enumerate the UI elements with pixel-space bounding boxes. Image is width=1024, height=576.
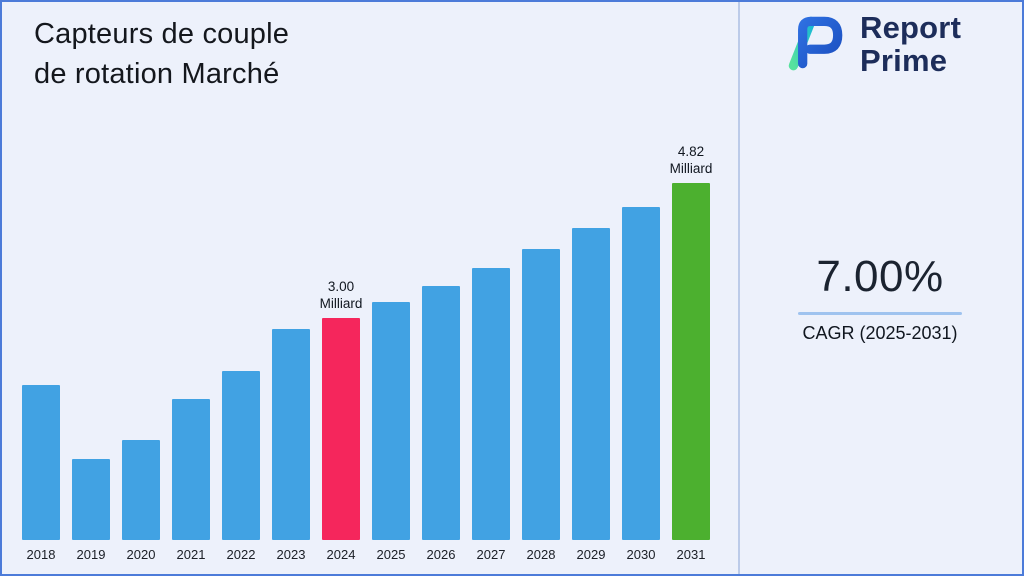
page-title-line2: de rotation Marché (34, 58, 280, 91)
x-axis-label-2027: 2027 (476, 547, 506, 562)
x-axis-label-2019: 2019 (76, 547, 106, 562)
x-axis-label-2023: 2023 (276, 547, 306, 562)
brand-name-line1: Report (860, 10, 962, 46)
bar-2031 (672, 183, 710, 540)
bar-2030 (622, 207, 660, 540)
bar-2025 (372, 302, 410, 540)
bar-column-2019: 2019 (69, 459, 113, 562)
bar-column-2026: 2026 (419, 286, 463, 562)
cagr-value: 7.00% (816, 252, 944, 301)
vertical-divider (738, 2, 740, 574)
bar-value-label-2024: 3.00 Milliard (319, 279, 363, 312)
brand-name: Report Prime (860, 10, 962, 78)
bar-2019 (72, 459, 110, 540)
page-title: Capteurs de couple de rotation Marché (34, 14, 289, 94)
bar-2027 (472, 268, 510, 540)
bar-2024 (322, 318, 360, 540)
bar-2028 (522, 249, 560, 540)
bar-column-2021: 2021 (169, 399, 213, 562)
bar-2018 (22, 385, 60, 540)
x-axis-label-2028: 2028 (526, 547, 556, 562)
bar-2020 (122, 440, 160, 540)
bar-2021 (172, 399, 210, 540)
bar-2029 (572, 228, 610, 540)
page-title-line1: Capteurs de couple (34, 18, 290, 50)
x-axis-label-2024: 2024 (326, 547, 356, 562)
x-axis-label-2022: 2022 (226, 547, 256, 562)
cagr-panel: 7.00% CAGR (2025-2031) (740, 252, 1020, 344)
bar-column-2027: 2027 (469, 268, 513, 562)
x-axis-label-2031: 2031 (676, 547, 706, 562)
bar-column-2022: 2022 (219, 371, 263, 562)
bar-column-2028: 2028 (519, 249, 563, 562)
bar-column-2029: 2029 (569, 228, 613, 562)
bar-column-2030: 2030 (619, 207, 663, 562)
cagr-underline (798, 312, 962, 315)
x-axis-label-2026: 2026 (426, 547, 456, 562)
report-prime-logo-icon (780, 12, 848, 77)
cagr-label: CAGR (2025-2031) (802, 323, 958, 343)
x-axis-label-2029: 2029 (576, 547, 606, 562)
bar-column-2018: 2018 (19, 385, 63, 562)
brand-name-line2: Prime (860, 42, 948, 78)
x-axis-label-2020: 2020 (126, 547, 156, 562)
bar-column-2020: 2020 (119, 440, 163, 562)
bar-column-2025: 2025 (369, 302, 413, 562)
bar-2022 (222, 371, 260, 540)
bar-2026 (422, 286, 460, 540)
bar-column-2023: 2023 (269, 329, 313, 562)
bar-2023 (272, 329, 310, 540)
bar-value-label-2031: 4.82 Milliard (669, 144, 713, 177)
bar-column-2031: 4.82 Milliard 2031 (669, 144, 713, 562)
x-axis-label-2021: 2021 (176, 547, 206, 562)
x-axis-label-2018: 2018 (26, 547, 56, 562)
x-axis-label-2025: 2025 (376, 547, 406, 562)
brand-logo: Report Prime (780, 12, 961, 77)
x-axis-label-2030: 2030 (626, 547, 656, 562)
bar-column-2024: 3.00 Milliard 2024 (319, 279, 363, 562)
bar-chart: 2018 2019 2020 2021 2022 2023 3.00 Milliard 2024… (19, 144, 713, 562)
